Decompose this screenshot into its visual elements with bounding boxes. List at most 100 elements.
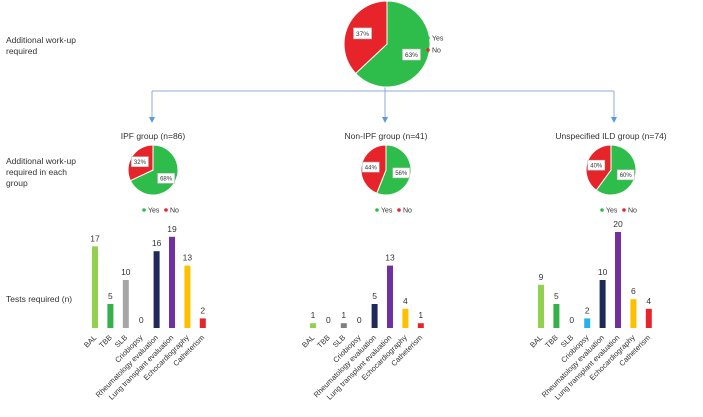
tick-label-ipf_tests-0: BAL bbox=[82, 333, 98, 349]
bar-ipf_tests-1 bbox=[107, 304, 114, 328]
pie-slice-yes-overall bbox=[354, 0, 431, 88]
bar-unspec_tests-4 bbox=[599, 280, 606, 328]
legend-label-no-ipf: No bbox=[170, 208, 179, 215]
bar-unspec_tests-0 bbox=[538, 284, 544, 328]
bar-unspec_tests-5 bbox=[615, 232, 621, 328]
bar-value-ipf_tests-7: 2 bbox=[200, 305, 205, 315]
bar-ipf_tests-7 bbox=[199, 318, 206, 328]
group-row-label-line3: group bbox=[6, 178, 28, 188]
overall-row-label-line2: required bbox=[6, 46, 38, 56]
bar-value-unspec_tests-0: 9 bbox=[539, 272, 544, 282]
pie-slice-yes-unspec bbox=[595, 144, 637, 196]
tests-row-label: Tests required (n) bbox=[6, 294, 73, 304]
pie-label-yes-unspec-box bbox=[616, 169, 635, 181]
bar-unspec_tests-6 bbox=[630, 299, 637, 328]
bar-value-nonipf_tests-6: 4 bbox=[403, 296, 408, 306]
pie-label-yes-overall-box bbox=[402, 48, 421, 61]
legend-label-yes-nonipf: Yes bbox=[381, 208, 393, 215]
pie-label-yes-nonipf: 56% bbox=[395, 171, 408, 177]
group-title-nonipf: Non-IPF group (n=41) bbox=[345, 131, 428, 141]
pie-label-no-ipf-box bbox=[131, 156, 149, 167]
group-title-unspec: Unspecified ILD group (n=74) bbox=[555, 131, 666, 141]
bar-nonipf_tests-5 bbox=[387, 265, 393, 328]
bar-value-ipf_tests-1: 5 bbox=[108, 291, 113, 301]
arrow-head-unspec bbox=[611, 117, 617, 123]
bar-value-ipf_tests-4: 16 bbox=[152, 238, 162, 248]
bar-ipf_tests-0 bbox=[92, 246, 98, 328]
legend-dot-no-ipf bbox=[164, 208, 168, 212]
legend-label-yes-overall: Yes bbox=[432, 36, 444, 43]
pie-label-no-overall-box bbox=[353, 27, 372, 40]
legend-label-yes-unspec: Yes bbox=[606, 208, 618, 215]
pie-label-no-unspec-box bbox=[587, 159, 606, 171]
bar-nonipf_tests-0 bbox=[310, 323, 316, 328]
bar-value-unspec_tests-2: 0 bbox=[569, 315, 574, 325]
tick-label-unspec_tests-0: BAL bbox=[528, 333, 544, 349]
bar-value-unspec_tests-3: 2 bbox=[585, 305, 590, 315]
bar-value-unspec_tests-6: 6 bbox=[631, 286, 636, 296]
tick-label-unspec_tests-1: TBB bbox=[543, 333, 560, 350]
pie-label-yes-overall: 63% bbox=[405, 52, 418, 59]
bar-nonipf_tests-2 bbox=[340, 323, 347, 328]
legend-dot-yes-nonipf bbox=[375, 208, 379, 212]
bar-value-nonipf_tests-3: 0 bbox=[357, 315, 362, 325]
bar-value-unspec_tests-5: 20 bbox=[613, 219, 623, 229]
legend-dot-no-overall bbox=[426, 48, 430, 52]
bar-value-ipf_tests-0: 17 bbox=[90, 233, 100, 243]
bar-value-nonipf_tests-1: 0 bbox=[326, 315, 331, 325]
bar-value-ipf_tests-2: 10 bbox=[121, 267, 131, 277]
bar-value-ipf_tests-6: 13 bbox=[183, 253, 193, 263]
group-title-ipf: IPF group (n=86) bbox=[121, 131, 186, 141]
legend-label-yes-ipf: Yes bbox=[148, 208, 160, 215]
overall-row-label-line1: Additional work-up bbox=[6, 35, 76, 45]
group-row-label: Additional work-up required in each grou… bbox=[6, 156, 76, 189]
bar-value-unspec_tests-1: 5 bbox=[554, 291, 559, 301]
bar-value-nonipf_tests-4: 5 bbox=[372, 291, 377, 301]
bar-value-ipf_tests-5: 19 bbox=[167, 224, 177, 234]
legend-dot-yes-ipf bbox=[142, 208, 146, 212]
legend-dot-yes-unspec bbox=[600, 208, 604, 212]
bar-ipf_tests-5 bbox=[169, 236, 175, 328]
arrow-head-ipf bbox=[149, 117, 155, 123]
pie-label-yes-ipf: 68% bbox=[160, 176, 173, 182]
pie-label-no-nonipf-box bbox=[361, 161, 380, 173]
bar-ipf_tests-4 bbox=[153, 251, 160, 328]
pie-label-no-unspec: 40% bbox=[590, 163, 603, 169]
legend-label-no-nonipf: No bbox=[403, 208, 412, 215]
bar-nonipf_tests-6 bbox=[402, 308, 409, 328]
tick-label-nonipf_tests-1: TBB bbox=[315, 333, 332, 350]
legend-dot-no-nonipf bbox=[397, 208, 401, 212]
group-row-label-line1: Additional work-up bbox=[6, 156, 76, 166]
legend-dot-yes-overall bbox=[426, 36, 430, 40]
tick-label-ipf_tests-1: TBB bbox=[97, 333, 114, 350]
pie-label-no-nonipf: 44% bbox=[365, 165, 378, 171]
bar-ipf_tests-2 bbox=[122, 280, 129, 328]
pie-label-yes-ipf-box bbox=[157, 173, 175, 184]
group-row-label-line2: required in each bbox=[6, 167, 67, 177]
bar-value-ipf_tests-3: 0 bbox=[139, 315, 144, 325]
bar-nonipf_tests-7 bbox=[417, 323, 424, 328]
bar-value-nonipf_tests-5: 13 bbox=[385, 253, 395, 263]
bar-value-nonipf_tests-0: 1 bbox=[311, 310, 316, 320]
legend-label-no-overall: No bbox=[432, 48, 441, 55]
bar-unspec_tests-7 bbox=[645, 308, 652, 328]
bar-value-unspec_tests-7: 4 bbox=[646, 296, 651, 306]
bar-nonipf_tests-4 bbox=[371, 304, 378, 328]
overall-row-label: Additional work-up required bbox=[6, 35, 76, 57]
bar-value-unspec_tests-4: 10 bbox=[598, 267, 608, 277]
pie-label-yes-unspec: 60% bbox=[620, 173, 633, 179]
legend-label-no-unspec: No bbox=[628, 208, 637, 215]
pie-label-yes-nonipf-box bbox=[392, 167, 411, 179]
bar-value-nonipf_tests-7: 1 bbox=[418, 310, 423, 320]
bar-ipf_tests-6 bbox=[184, 265, 191, 328]
arrow-head-nonipf bbox=[382, 117, 388, 123]
bar-unspec_tests-1 bbox=[553, 304, 560, 328]
tick-label-nonipf_tests-0: BAL bbox=[300, 333, 316, 349]
bar-unspec_tests-3 bbox=[584, 318, 591, 328]
legend-dot-no-unspec bbox=[622, 208, 626, 212]
pie-label-no-overall: 37% bbox=[356, 31, 369, 38]
bar-value-nonipf_tests-2: 1 bbox=[341, 310, 346, 320]
pie-label-no-ipf: 32% bbox=[134, 160, 147, 166]
